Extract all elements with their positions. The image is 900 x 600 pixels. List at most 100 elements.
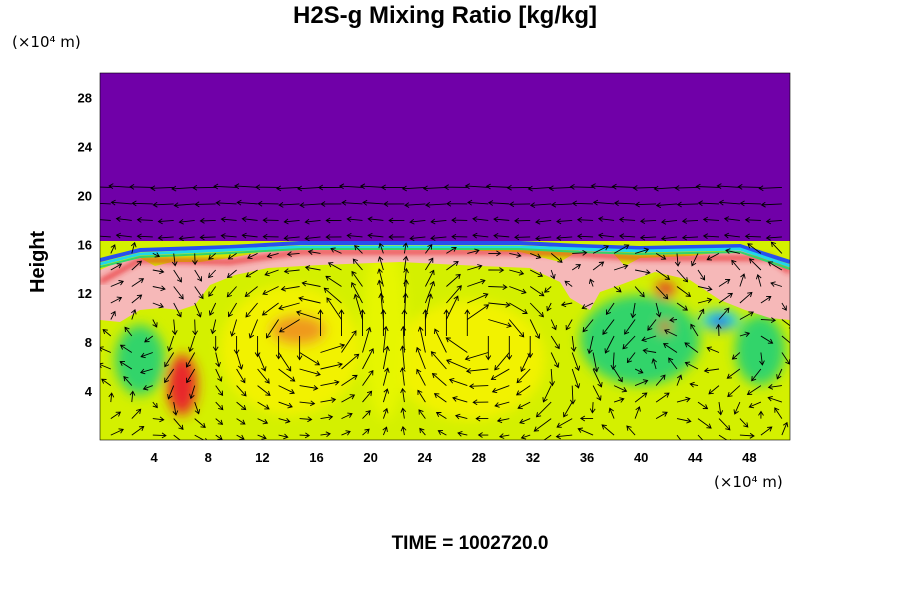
velocity-arrow (189, 385, 196, 400)
velocity-arrow (188, 335, 196, 353)
velocity-arrow (380, 309, 387, 336)
velocity-arrow (760, 201, 782, 208)
velocity-arrow (430, 351, 447, 370)
velocity-arrow (152, 401, 158, 409)
velocity-arrow (185, 352, 196, 368)
velocity-arrow (446, 359, 468, 370)
velocity-arrow (433, 393, 447, 403)
velocity-arrow (416, 368, 426, 386)
velocity-arrow (576, 233, 594, 240)
velocity-arrow (422, 185, 447, 192)
velocity-arrow (446, 285, 462, 304)
velocity-arrow (266, 319, 279, 339)
velocity-arrow (592, 352, 599, 373)
x-unit-label: (×10⁴ m) (714, 473, 783, 491)
x-tick-labels: 4 8 12 16 20 24 28 32 36 40 44 48 (151, 450, 757, 465)
velocity-arrow (399, 366, 406, 386)
velocity-arrow (278, 368, 296, 382)
velocity-arrow (577, 427, 594, 436)
velocity-arrow (286, 251, 300, 257)
x-tick-label: 20 (363, 450, 377, 465)
velocity-arrow (110, 280, 124, 287)
velocity-arrow (488, 284, 508, 290)
velocity-arrow (758, 185, 782, 192)
velocity-arrow (346, 232, 363, 239)
velocity-arrow (467, 278, 486, 287)
velocity-arrow (167, 385, 175, 400)
velocity-arrow (571, 264, 581, 271)
velocity-arrow (597, 216, 615, 222)
velocity-arrow (110, 199, 132, 206)
velocity-arrow (419, 427, 426, 436)
velocity-arrow (227, 302, 237, 318)
chart-title: H2S-g Mixing Ratio [kg/kg] (292, 2, 597, 29)
velocity-arrow (529, 302, 544, 318)
velocity-arrow (299, 400, 316, 407)
velocity-arrow (144, 335, 154, 343)
velocity-arrow (739, 331, 751, 337)
velocity-arrow (100, 186, 111, 188)
velocity-arrow (451, 217, 468, 224)
velocity-arrow (451, 233, 468, 240)
velocity-arrow (613, 368, 623, 383)
velocity-arrow (377, 268, 384, 287)
velocity-arrow (716, 183, 740, 189)
velocity-arrow (485, 336, 492, 361)
velocity-arrow (247, 252, 258, 260)
x-tick-label: 8 (205, 450, 212, 465)
velocity-arrow (400, 387, 406, 403)
velocity-arrow (550, 269, 556, 280)
velocity-arrow (220, 233, 237, 239)
velocity-arrow (546, 302, 552, 312)
velocity-arrow (613, 286, 622, 293)
velocity-arrow (647, 319, 657, 331)
velocity-arrow (257, 418, 269, 425)
velocity-arrow (493, 216, 510, 223)
y-unit-label: (×10⁴ m) (12, 33, 81, 51)
velocity-arrow (535, 235, 552, 242)
velocity-arrow (529, 202, 552, 208)
velocity-arrow (320, 343, 346, 353)
velocity-arrow (129, 184, 153, 190)
velocity-arrow (602, 319, 615, 335)
velocity-arrow (236, 368, 246, 384)
velocity-arrow (136, 217, 153, 223)
velocity-arrow (465, 368, 489, 374)
velocity-arrow (404, 202, 426, 208)
red-band (100, 250, 790, 284)
velocity-arrow (199, 234, 216, 241)
velocity-arrow (641, 335, 657, 343)
velocity-arrow (424, 293, 433, 320)
velocity-arrow (457, 430, 468, 437)
velocity-arrow (571, 200, 594, 207)
velocity-arrow (435, 412, 447, 419)
velocity-arrow (634, 286, 645, 298)
velocity-arrow (569, 184, 594, 190)
velocity-arrow (210, 319, 217, 335)
velocity-arrow (613, 263, 629, 271)
velocity-arrow (739, 291, 753, 304)
velocity-arrow (571, 352, 581, 372)
velocity-arrow (592, 385, 602, 401)
velocity-arrow (199, 217, 216, 224)
velocity-arrow (610, 352, 617, 371)
velocity-arrow (715, 323, 722, 337)
velocity-arrow (194, 434, 207, 440)
velocity-arrow (448, 377, 468, 387)
velocity-arrow (506, 184, 531, 191)
velocity-arrow (514, 217, 531, 224)
velocity-arrow (215, 385, 224, 396)
yellow-region-right (395, 300, 545, 420)
velocity-arrow (425, 244, 433, 254)
velocity-arrow (382, 325, 389, 353)
velocity-arrow (307, 249, 321, 255)
velocity-arrow (689, 381, 699, 388)
velocity-arrow (131, 426, 145, 436)
velocity-arrow (446, 273, 461, 287)
velocity-arrow (535, 401, 552, 418)
velocity-arrow (298, 296, 321, 304)
velocity-arrow (167, 335, 175, 352)
velocity-arrow (548, 185, 573, 192)
velocity-arrow (233, 336, 240, 355)
velocity-arrow (467, 264, 483, 271)
